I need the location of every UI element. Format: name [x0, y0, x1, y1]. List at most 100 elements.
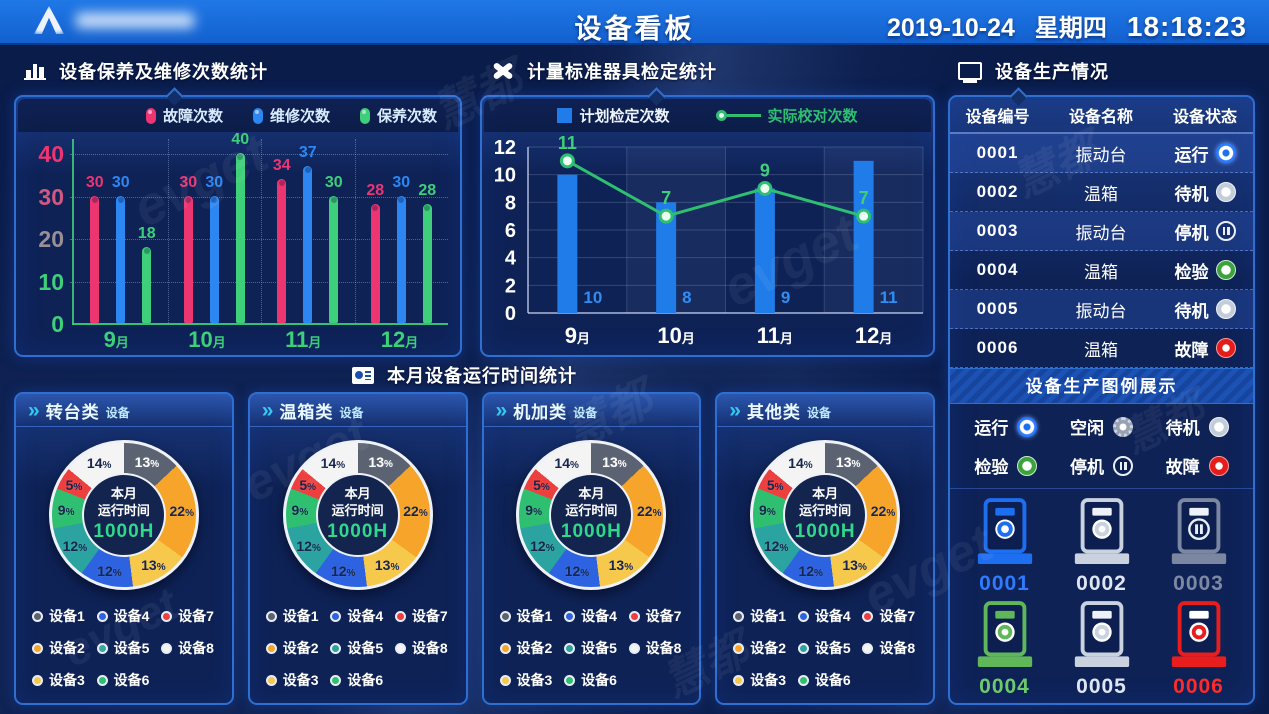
slice-percentage-label: 12% [296, 538, 321, 555]
runtime-hours-value: 1000H [794, 520, 856, 542]
legend-label: 设备5 [814, 640, 851, 656]
runtime-label-line1: 本月 [812, 485, 839, 501]
legend-color-dot [161, 642, 173, 654]
slice-percentage-label: 9% [291, 501, 309, 518]
run-status-icon [1215, 143, 1236, 163]
svg-text:6: 6 [505, 220, 516, 242]
gridline [70, 281, 448, 283]
donut-legend-item: 设备5 [96, 638, 162, 658]
donut-legend-item: 设备1 [32, 606, 97, 626]
runtime-donut-panel: » 机加类 设备 本月 运行时间 1000H 13% 22% 13% 12% 12% 9% 5% 14% 设… [481, 392, 702, 705]
donut-panel-header: » 机加类 设备 [483, 394, 700, 427]
fault-status-icon [1208, 455, 1229, 476]
donut-panel-title: 温箱类 [279, 402, 334, 422]
inspect-status-icon [1215, 260, 1236, 280]
logo-text-blurred [76, 12, 194, 28]
runtime-label-line2: 运行时间 [331, 502, 384, 518]
slice-percentage-label: 9% [759, 501, 776, 518]
pie-report-icon [352, 366, 374, 384]
donut-chart: 本月 运行时间 1000H 13% 22% 13% 12% 12% 9% 5% 14% [744, 434, 906, 596]
chevrons-icon: » [261, 398, 274, 422]
page-title: 设备看板 [574, 14, 695, 44]
standby-status-icon [1208, 416, 1229, 437]
bar-cap [211, 196, 218, 203]
donut-legend: 设备1 设备2 设备3 设备4 设备5 设备6 设备7 设备8 [250, 596, 466, 696]
bar: 37 [299, 144, 317, 323]
section-title-maintenance: 设备保养及维修次数统计 [24, 58, 268, 84]
legend-marker [715, 110, 761, 121]
donut-legend-item: 设备2 [499, 638, 565, 658]
machine-code-label: 0006 [1173, 675, 1224, 698]
logo-mark [34, 6, 64, 34]
status-legend-item: 空闲 [1054, 414, 1150, 439]
plot-area: 30 30 18 30 30 40 34 37 30 28 30 28 [74, 131, 448, 323]
table-row: 0005 振动台 待机 [950, 290, 1253, 329]
bar-cap [330, 196, 337, 203]
stop-status-icon [1112, 455, 1133, 476]
legend-label: 设备2 [282, 640, 319, 656]
runtime-donut-panel: » 温箱类 设备 本月 运行时间 1000H 13% 22% 13% 12% 12% 9% 5% 14% 设… [247, 392, 468, 705]
production-table: 设备编号 设备名称 设备状态 0001 振动台 运行 0002 温箱 待机 0003 振动台 停机 00… [950, 97, 1253, 368]
status-legend-item: 待机 [1149, 414, 1245, 439]
legend-color-dot [96, 642, 108, 654]
equipment-code: 0004 [976, 260, 1019, 279]
legend-color-dot [628, 610, 640, 622]
y-axis-tick-label: 40 [38, 141, 64, 167]
legend-color-dot [96, 610, 108, 622]
x-axis-labels: 9月 10月 11月 12月 [74, 327, 448, 353]
donut-legend-item: 设备5 [797, 638, 863, 658]
bar: 34 [273, 157, 291, 323]
legend-color-dot [797, 610, 809, 622]
machine-code-label: 0003 [1173, 572, 1224, 595]
donut-legend: 设备1 设备2 设备3 设备4 设备5 设备6 设备7 设备8 [484, 596, 700, 696]
machine-icon [1171, 601, 1226, 668]
bar-value-label: 34 [272, 156, 291, 174]
donut-legend-item: 设备7 [161, 606, 226, 626]
legend-color-dot [564, 674, 576, 686]
section-title-text: 设备生产情况 [995, 62, 1109, 82]
donut-legend: 设备1 设备2 设备3 设备4 设备5 设备6 设备7 设备8 [717, 596, 933, 696]
svg-text:0: 0 [505, 303, 516, 325]
calibration-chart-legend: 计划检定次数 实际校对次数 [484, 99, 931, 132]
equipment-code: 0002 [976, 182, 1019, 201]
machine-item: 0002 [1053, 497, 1150, 596]
legend-color-dot [862, 610, 874, 622]
machine-item: 0006 [1150, 600, 1247, 699]
status-legend-item: 检验 [958, 453, 1054, 478]
svg-text:7: 7 [661, 188, 671, 208]
svg-text:7: 7 [859, 188, 869, 208]
slice-percentage-label: 12% [62, 538, 88, 555]
bar-cap [304, 166, 311, 173]
y-axis-line [72, 139, 74, 325]
legend-marker [253, 107, 264, 124]
slice-percentage-label: 14% [320, 454, 346, 471]
donut-panel-title-suffix: 设备 [105, 405, 130, 420]
time-text: 18:18:23 [1126, 11, 1247, 42]
donut-legend-item: 设备3 [265, 670, 331, 690]
slice-percentage-label: 13% [134, 453, 160, 470]
status-legend-label: 故障 [1165, 458, 1200, 477]
svg-text:12: 12 [494, 137, 516, 159]
table-header-row: 设备编号 设备名称 设备状态 [950, 97, 1253, 134]
datetime: 2019-10-24 星期四 18:18:23 [887, 8, 1247, 43]
legend-label: 设备5 [113, 640, 150, 656]
equipment-name: 温箱 [1084, 184, 1118, 204]
runtime-hours-value: 1000H [93, 520, 155, 542]
top-header: 设备看板 2019-10-24 星期四 18:18:23 [0, 0, 1269, 45]
donut-legend-item: 设备4 [797, 606, 863, 626]
y-axis-tick-label: 0 [51, 311, 64, 337]
legend-label: 设备7 [411, 608, 448, 624]
bar: 30 [392, 174, 410, 323]
donut-center-label: 本月 运行时间 1000H [549, 473, 634, 557]
bar-cap [143, 247, 150, 254]
bar: 30 [205, 174, 223, 323]
machine-icon [1074, 601, 1129, 668]
bar: 30 [86, 174, 104, 323]
legend-marker [557, 108, 573, 123]
y-axis-tick-label: 10 [38, 268, 64, 295]
bar-cap [237, 154, 244, 160]
status-text: 待机 [1174, 301, 1209, 321]
table-row: 0002 温箱 待机 [950, 173, 1253, 212]
table-row: 0006 温箱 故障 [950, 329, 1253, 368]
